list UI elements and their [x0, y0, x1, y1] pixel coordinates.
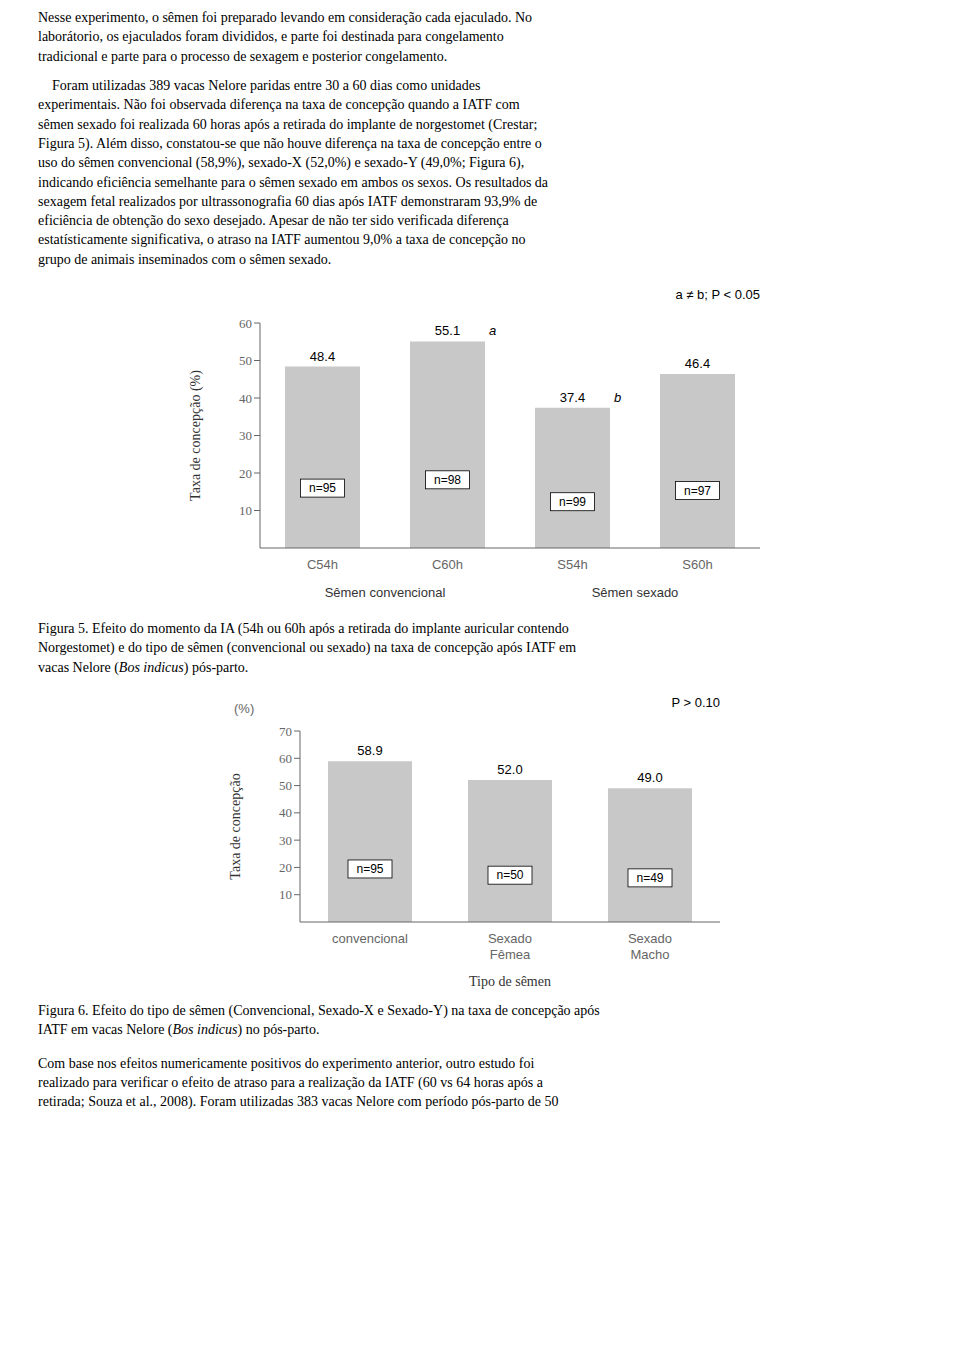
html-text:P > 0.10: P > 0.10 [671, 695, 720, 710]
html-text:Com base nos efeitos numericam: Com base nos efeitos numericamente posit… [38, 1055, 559, 1110]
html-text:Sêmen sexado: Sêmen sexado [591, 585, 679, 601]
svg-text:30: 30 [239, 428, 252, 443]
svg-text:52.0: 52.0 [497, 762, 522, 777]
svg-text:20: 20 [239, 466, 252, 481]
svg-text:50: 50 [239, 353, 252, 368]
svg-text:n=98: n=98 [434, 473, 461, 487]
svg-text:46.4: 46.4 [685, 356, 710, 371]
svg-text:55.1: 55.1 [435, 323, 460, 338]
svg-text:40: 40 [239, 391, 252, 406]
svg-text:n=99: n=99 [559, 495, 586, 509]
svg-text:n=50: n=50 [496, 868, 523, 882]
svg-text:37.4: 37.4 [560, 390, 585, 405]
svg-text:58.9: 58.9 [357, 743, 382, 758]
svg-text:10: 10 [239, 503, 252, 518]
svg-text:S54h: S54h [557, 557, 587, 572]
svg-text:n=95: n=95 [356, 862, 383, 876]
svg-text:Taxa de concepção (%): Taxa de concepção (%) [188, 370, 204, 501]
svg-text:Tipo de sêmen: Tipo de sêmen [469, 974, 551, 989]
svg-text:Taxa de concepção: Taxa de concepção [228, 773, 243, 879]
svg-text:48.4: 48.4 [310, 349, 335, 364]
svg-text:10: 10 [279, 887, 292, 902]
svg-text:SexadoMacho: SexadoMacho [628, 931, 672, 962]
svg-text:60: 60 [279, 751, 292, 766]
html-text:Figura 6. Efeito do tipo de sê: Figura 6. Efeito do tipo de sêmen (Conve… [38, 1003, 600, 1038]
svg-text:C54h: C54h [307, 557, 338, 572]
html-text:a ≠ b; P < 0.05: a ≠ b; P < 0.05 [675, 287, 760, 303]
html-text:Nesse experimento, o sêmen foi: Nesse experimento, o sêmen foi preparado… [38, 10, 533, 64]
svg-text:20: 20 [279, 860, 292, 875]
svg-text:70: 70 [279, 724, 292, 739]
svg-text:n=49: n=49 [636, 871, 663, 885]
svg-text:50: 50 [279, 778, 292, 793]
svg-text:40: 40 [279, 805, 292, 820]
svg-text:a: a [489, 323, 496, 338]
html-text:Figura 5. Efeito do momento da: Figura 5. Efeito do momento da IA (54h o… [38, 621, 577, 675]
svg-text:SexadoFêmea: SexadoFêmea [488, 931, 532, 962]
svg-text:n=95: n=95 [309, 481, 336, 495]
svg-text:C60h: C60h [432, 557, 463, 572]
svg-text:49.0: 49.0 [637, 770, 662, 785]
svg-text:convencional: convencional [332, 931, 408, 946]
html-text:Sêmen convencional: Sêmen convencional [324, 585, 446, 601]
svg-text:n=97: n=97 [684, 484, 711, 498]
svg-text:30: 30 [279, 833, 292, 848]
svg-text:S60h: S60h [682, 557, 712, 572]
html-text:Foram utilizadas 389 vacas Nel: Foram utilizadas 389 vacas Nelore parida… [38, 77, 549, 267]
svg-text:b: b [614, 390, 621, 405]
svg-text:60: 60 [239, 316, 252, 331]
